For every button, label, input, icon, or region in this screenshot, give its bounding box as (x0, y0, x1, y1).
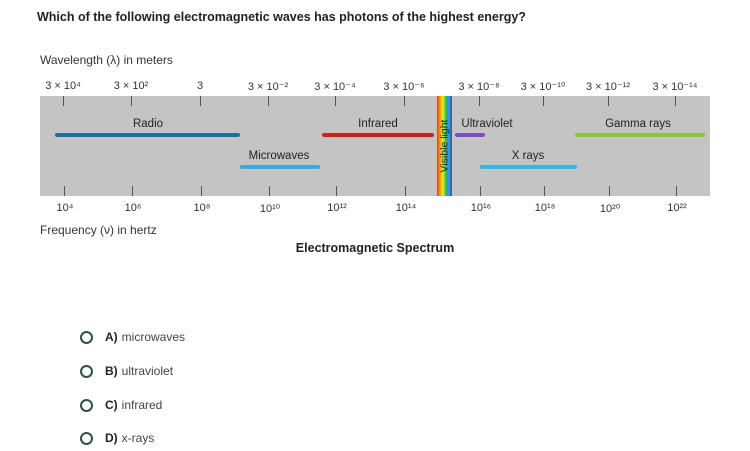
radio-button[interactable] (80, 431, 93, 445)
wavelength-tick (543, 96, 544, 106)
radio-bar (55, 133, 240, 137)
option-b[interactable]: B) ultraviolet (80, 364, 173, 378)
frequency-tick-label: 10⁴ (56, 202, 74, 214)
wavelength-tick-label: 3 × 10⁴ (45, 80, 81, 92)
wavelength-tick (200, 96, 201, 106)
gamma-rays-bar (575, 133, 705, 137)
frequency-tick-label: 10²² (667, 202, 687, 214)
frequency-tick-label: 10²⁰ (599, 203, 621, 215)
wavelength-tick (479, 96, 480, 106)
infrared-label: Infrared (358, 118, 398, 130)
radio-button[interactable] (80, 330, 93, 344)
wavelength-tick (675, 96, 676, 106)
option-a[interactable]: A) microwaves (80, 330, 185, 344)
question-text: Which of the following electromagnetic w… (37, 10, 526, 24)
xrays-label: X rays (511, 150, 545, 162)
frequency-axis-label: Frequency (ν) in hertz (40, 223, 157, 237)
frequency-tick-label: 10¹⁴ (395, 202, 417, 214)
frequency-tick-label: 10¹⁶ (470, 202, 492, 214)
wavelength-tick (131, 96, 132, 106)
frequency-tick (336, 186, 337, 196)
wavelength-tick (268, 96, 269, 106)
ultraviolet-bar (455, 133, 485, 137)
wavelength-axis-label: Wavelength (λ) in meters (40, 53, 173, 67)
frequency-tick (405, 186, 406, 196)
xrays-bar (480, 165, 577, 169)
microwaves-bar (240, 165, 320, 169)
frequency-tick (609, 186, 610, 196)
frequency-tick-label: 10¹² (327, 202, 347, 214)
spectrum-band (40, 96, 710, 196)
frequency-tick (64, 186, 65, 196)
radio-button[interactable] (80, 364, 93, 378)
gamma-rays-label: Gamma rays (605, 118, 671, 130)
wavelength-tick (608, 96, 609, 106)
infrared-bar (322, 133, 434, 137)
frequency-tick-label: 10⁸ (193, 202, 211, 214)
wavelength-tick-label: 3 (196, 80, 204, 92)
frequency-tick (676, 186, 677, 196)
frequency-tick (269, 186, 270, 196)
option-d[interactable]: D) x-rays (80, 431, 154, 445)
microwaves-label: Microwaves (248, 150, 310, 162)
wavelength-tick-label: 3 × 10⁻⁸ (458, 81, 500, 93)
radio-button[interactable] (80, 398, 93, 412)
wavelength-tick (335, 96, 336, 106)
wavelength-tick-label: 3 × 10⁻¹⁰ (520, 81, 566, 93)
diagram-title: Electromagnetic Spectrum (295, 241, 455, 255)
wavelength-tick-label: 3 × 10⁻¹² (585, 81, 631, 93)
frequency-tick (201, 186, 202, 196)
radio-label: Radio (132, 118, 164, 130)
frequency-tick (480, 186, 481, 196)
ultraviolet-label: Ultraviolet (461, 118, 513, 130)
wavelength-tick-label: 3 × 10⁻⁶ (383, 81, 425, 93)
wavelength-tick (404, 96, 405, 106)
visible-light-strip (437, 96, 452, 196)
frequency-tick (544, 186, 545, 196)
wavelength-tick-label: 3 × 10⁻¹⁴ (652, 81, 698, 93)
wavelength-tick-label: 3 × 10⁻² (247, 81, 289, 93)
frequency-tick-label: 10¹⁸ (534, 202, 556, 214)
visible-light-label: Visible light (438, 119, 451, 173)
wavelength-tick (63, 96, 64, 106)
frequency-tick-label: 10⁶ (124, 202, 142, 214)
option-c[interactable]: C) infrared (80, 398, 162, 412)
wavelength-tick-label: 3 × 10⁻⁴ (314, 81, 356, 93)
frequency-tick (132, 186, 133, 196)
wavelength-tick-label: 3 × 10² (113, 80, 149, 92)
frequency-tick-label: 10¹⁰ (259, 203, 281, 215)
